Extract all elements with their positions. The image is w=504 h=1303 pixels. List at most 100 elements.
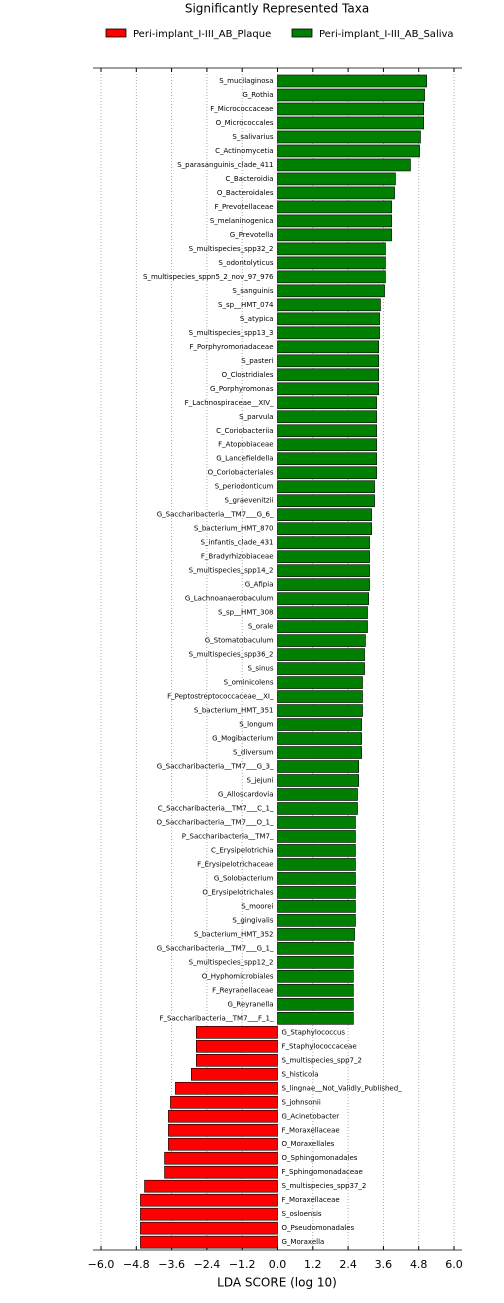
bar xyxy=(277,340,379,354)
category-label: S_mucilaginosa xyxy=(219,77,273,85)
bar xyxy=(277,382,379,396)
bar xyxy=(277,172,396,186)
bar xyxy=(277,886,356,899)
category-label: S_multispecies_spp13_3 xyxy=(189,329,274,337)
category-label: S_parvula xyxy=(239,413,273,421)
category-label: F_Atopobiaceae xyxy=(218,441,273,449)
bar xyxy=(277,410,377,424)
category-label: S_bacterium_HMT_352 xyxy=(194,930,274,938)
bar xyxy=(277,116,425,130)
category-label: G_Saccharibacteria__TM7___G_3_ xyxy=(157,763,274,771)
category-label: G_Moraxella xyxy=(282,1238,325,1246)
category-label: G_Acinetobacter xyxy=(282,1112,340,1120)
bar xyxy=(277,956,354,969)
category-label: S_parasanguinis_clade_411 xyxy=(177,161,273,169)
bar xyxy=(277,298,381,312)
category-label: F_Porphyromonadaceae xyxy=(190,343,274,351)
category-label: G_Stomatobaculum xyxy=(205,637,274,645)
bar xyxy=(277,326,380,340)
category-label: F_Moraxellaceae xyxy=(282,1196,340,1204)
bar xyxy=(277,228,392,242)
bar xyxy=(277,564,370,577)
x-tick-label: −1.2 xyxy=(229,1258,256,1271)
category-label: G_Rothia xyxy=(242,91,273,99)
bar xyxy=(168,1123,278,1137)
category-label: F_Bradyrhizobiaceae xyxy=(201,553,274,561)
bar xyxy=(140,1207,278,1221)
category-label: S_graevenitzii xyxy=(225,497,274,505)
bar xyxy=(277,452,377,466)
bar xyxy=(277,914,356,927)
bar xyxy=(277,984,354,997)
category-label: S_jejuni xyxy=(247,777,274,785)
bar xyxy=(277,690,363,703)
bar xyxy=(277,494,375,508)
category-label: G_Afipia xyxy=(245,581,274,589)
category-label: O_Bacteroidales xyxy=(217,189,274,197)
category-label: S_bacterium_HMT_870 xyxy=(194,525,274,533)
category-label: S_atypica xyxy=(240,315,274,323)
bar xyxy=(277,242,386,256)
bar xyxy=(277,592,369,605)
bar xyxy=(277,256,386,270)
category-label: S_johnsonii xyxy=(282,1098,321,1106)
bar xyxy=(277,634,366,647)
bar xyxy=(175,1081,278,1095)
bar xyxy=(277,466,377,480)
category-label: G_Porphyromonas xyxy=(210,385,274,393)
bar xyxy=(277,676,363,689)
x-axis-label: LDA SCORE (log 10) xyxy=(217,1276,337,1290)
category-label: S_odontolyticus xyxy=(218,259,273,267)
bar xyxy=(170,1095,278,1109)
category-label: S_multispecies_spp14_2 xyxy=(189,567,274,575)
category-label: F_Peptostreptococcaceae__XI_ xyxy=(167,693,274,701)
bar xyxy=(144,1179,278,1193)
category-label: O_Clostridiales xyxy=(222,371,274,379)
category-label: C_Coriobacteriia xyxy=(216,427,273,435)
x-tick-label: 1.2 xyxy=(304,1258,322,1271)
category-label: S_melaninogenica xyxy=(210,217,274,225)
bar xyxy=(277,508,372,521)
bar xyxy=(277,816,356,829)
bar xyxy=(196,1054,278,1067)
category-label: S_sp__HMT_308 xyxy=(218,609,273,617)
category-label: C_Erysipelotrichia xyxy=(211,846,274,854)
category-label: S_ominicolens xyxy=(224,679,274,687)
x-tick-label: 4.8 xyxy=(410,1258,428,1271)
category-label: C_Actinomycetia xyxy=(215,147,273,155)
bar xyxy=(277,970,354,983)
category-label: O_Hyphomicrobiales xyxy=(202,972,274,980)
x-tick-label: −4.8 xyxy=(123,1258,150,1271)
category-label: F_Lachnospiraceae__XIV_ xyxy=(185,399,274,407)
bar xyxy=(277,214,392,228)
category-label: S_multispecies_spp7_2 xyxy=(282,1056,362,1064)
bar xyxy=(277,144,420,158)
category-label: G_Lancefieldella xyxy=(216,455,273,463)
category-label: S_sanguinis xyxy=(232,287,274,295)
bar xyxy=(277,102,425,116)
category-label: F_Reyranellaceae xyxy=(212,986,273,994)
bar xyxy=(277,718,362,731)
bar xyxy=(277,130,421,144)
x-tick-label: −2.4 xyxy=(194,1258,221,1271)
bar xyxy=(277,396,377,410)
category-label: G_Mogibacterium xyxy=(212,735,274,743)
category-label: S_longum xyxy=(239,721,273,729)
bar xyxy=(277,648,365,661)
category-label: S_bacterium_HMT_351 xyxy=(194,707,274,715)
category-label: G_Prevotella xyxy=(230,231,274,239)
bar xyxy=(277,830,356,843)
bar xyxy=(277,480,375,494)
category-label: S_periodonticum xyxy=(215,483,274,491)
category-label: S_pasteri xyxy=(241,357,273,365)
category-label: S_orale xyxy=(248,623,274,631)
bar xyxy=(140,1193,278,1207)
legend-label: Peri-implant_I-III_AB_Saliva xyxy=(319,29,454,40)
category-label: S_moorei xyxy=(241,902,273,910)
category-label: G_Staphylococcus xyxy=(282,1028,346,1036)
category-label: F_Staphylococcaceae xyxy=(282,1042,357,1050)
category-label: S_multispecies_spp12_2 xyxy=(189,958,274,966)
category-label: S_multispecies_spp32_2 xyxy=(189,245,274,253)
bar xyxy=(277,620,368,633)
category-label: S_lingnae__Not_Validly_Published_ xyxy=(282,1084,403,1092)
